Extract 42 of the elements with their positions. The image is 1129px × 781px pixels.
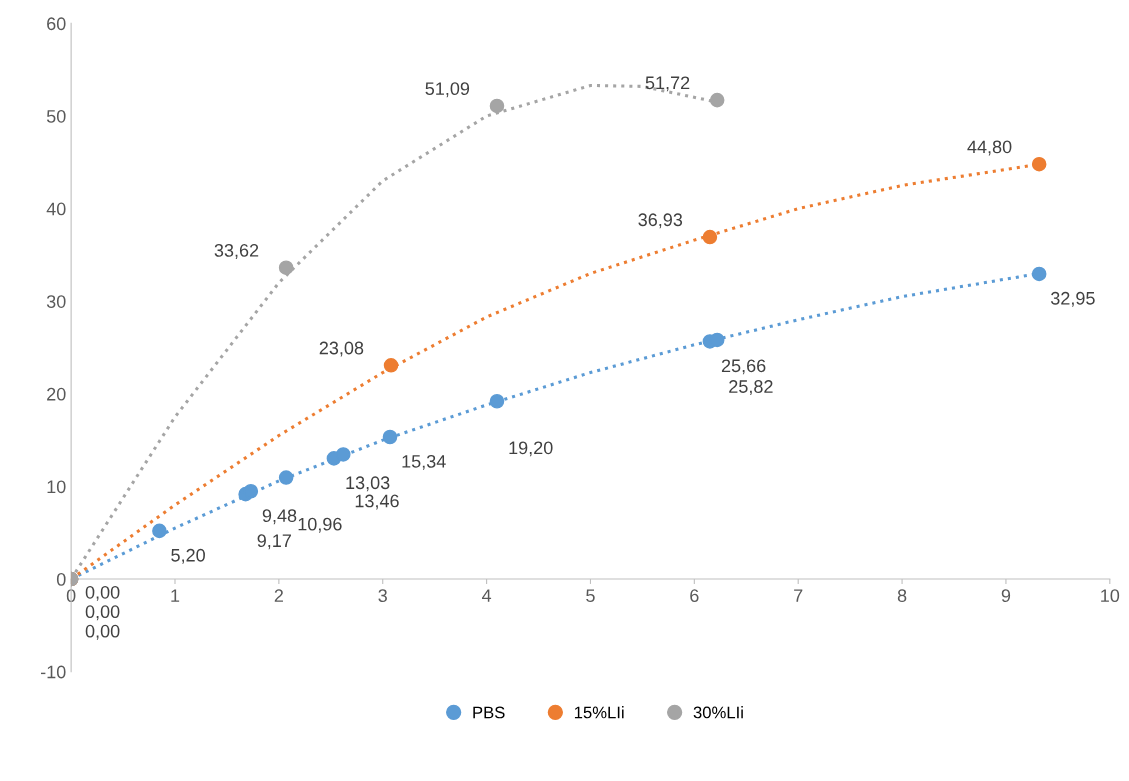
data-label: 33,62 <box>214 244 259 259</box>
data-label: 36,93 <box>638 213 683 229</box>
data-label: 0,00 <box>85 624 120 640</box>
data-label: 9,48 <box>262 509 297 525</box>
legend-label: 30%LIi <box>693 706 743 719</box>
x-tick-label: 1 <box>171 589 180 602</box>
data-label: 32,95 <box>1050 291 1095 307</box>
data-label: 13,03 <box>346 476 390 492</box>
y-tick-label: 50 <box>46 109 66 123</box>
data-label: 0,00 <box>85 605 120 621</box>
y-tick-label: 0 <box>56 572 66 586</box>
x-tick-label: 9 <box>1001 589 1011 603</box>
legend-label: 15%LIi <box>574 706 624 719</box>
x-tick-label: 3 <box>378 589 387 603</box>
data-label: 44,80 <box>967 140 1012 156</box>
legend-label: PBS <box>473 706 505 719</box>
y-tick-label: 20 <box>47 387 66 401</box>
y-tick-label: -10 <box>40 665 66 679</box>
data-label: 51,72 <box>645 76 690 92</box>
x-tick-label: 7 <box>794 589 803 602</box>
y-tick-label: 10 <box>47 480 66 494</box>
data-label: 5,20 <box>171 548 205 564</box>
x-tick-label: 10 <box>1101 589 1120 603</box>
x-tick-label: 8 <box>897 589 907 603</box>
data-label: 10,96 <box>298 517 342 533</box>
data-label: 15,34 <box>402 454 446 470</box>
data-label: 13,46 <box>355 494 399 510</box>
data-label: 19,20 <box>509 441 553 457</box>
data-label: 9,17 <box>257 534 291 550</box>
data-label: 25,66 <box>721 359 766 375</box>
y-tick-label: 30 <box>46 295 66 308</box>
data-label: 51,09 <box>425 82 470 98</box>
y-tick-label: 40 <box>46 202 66 216</box>
data-label: 0,00 <box>85 585 120 601</box>
x-tick-label: 0 <box>66 589 76 603</box>
x-tick-label: 4 <box>481 589 492 602</box>
data-label: 25,82 <box>729 380 773 396</box>
x-tick-label: 2 <box>274 589 283 602</box>
x-tick-label: 6 <box>690 589 699 603</box>
y-tick-label: 60 <box>47 17 66 31</box>
x-tick-label: 5 <box>586 589 595 603</box>
data-label: 23,08 <box>319 341 364 357</box>
